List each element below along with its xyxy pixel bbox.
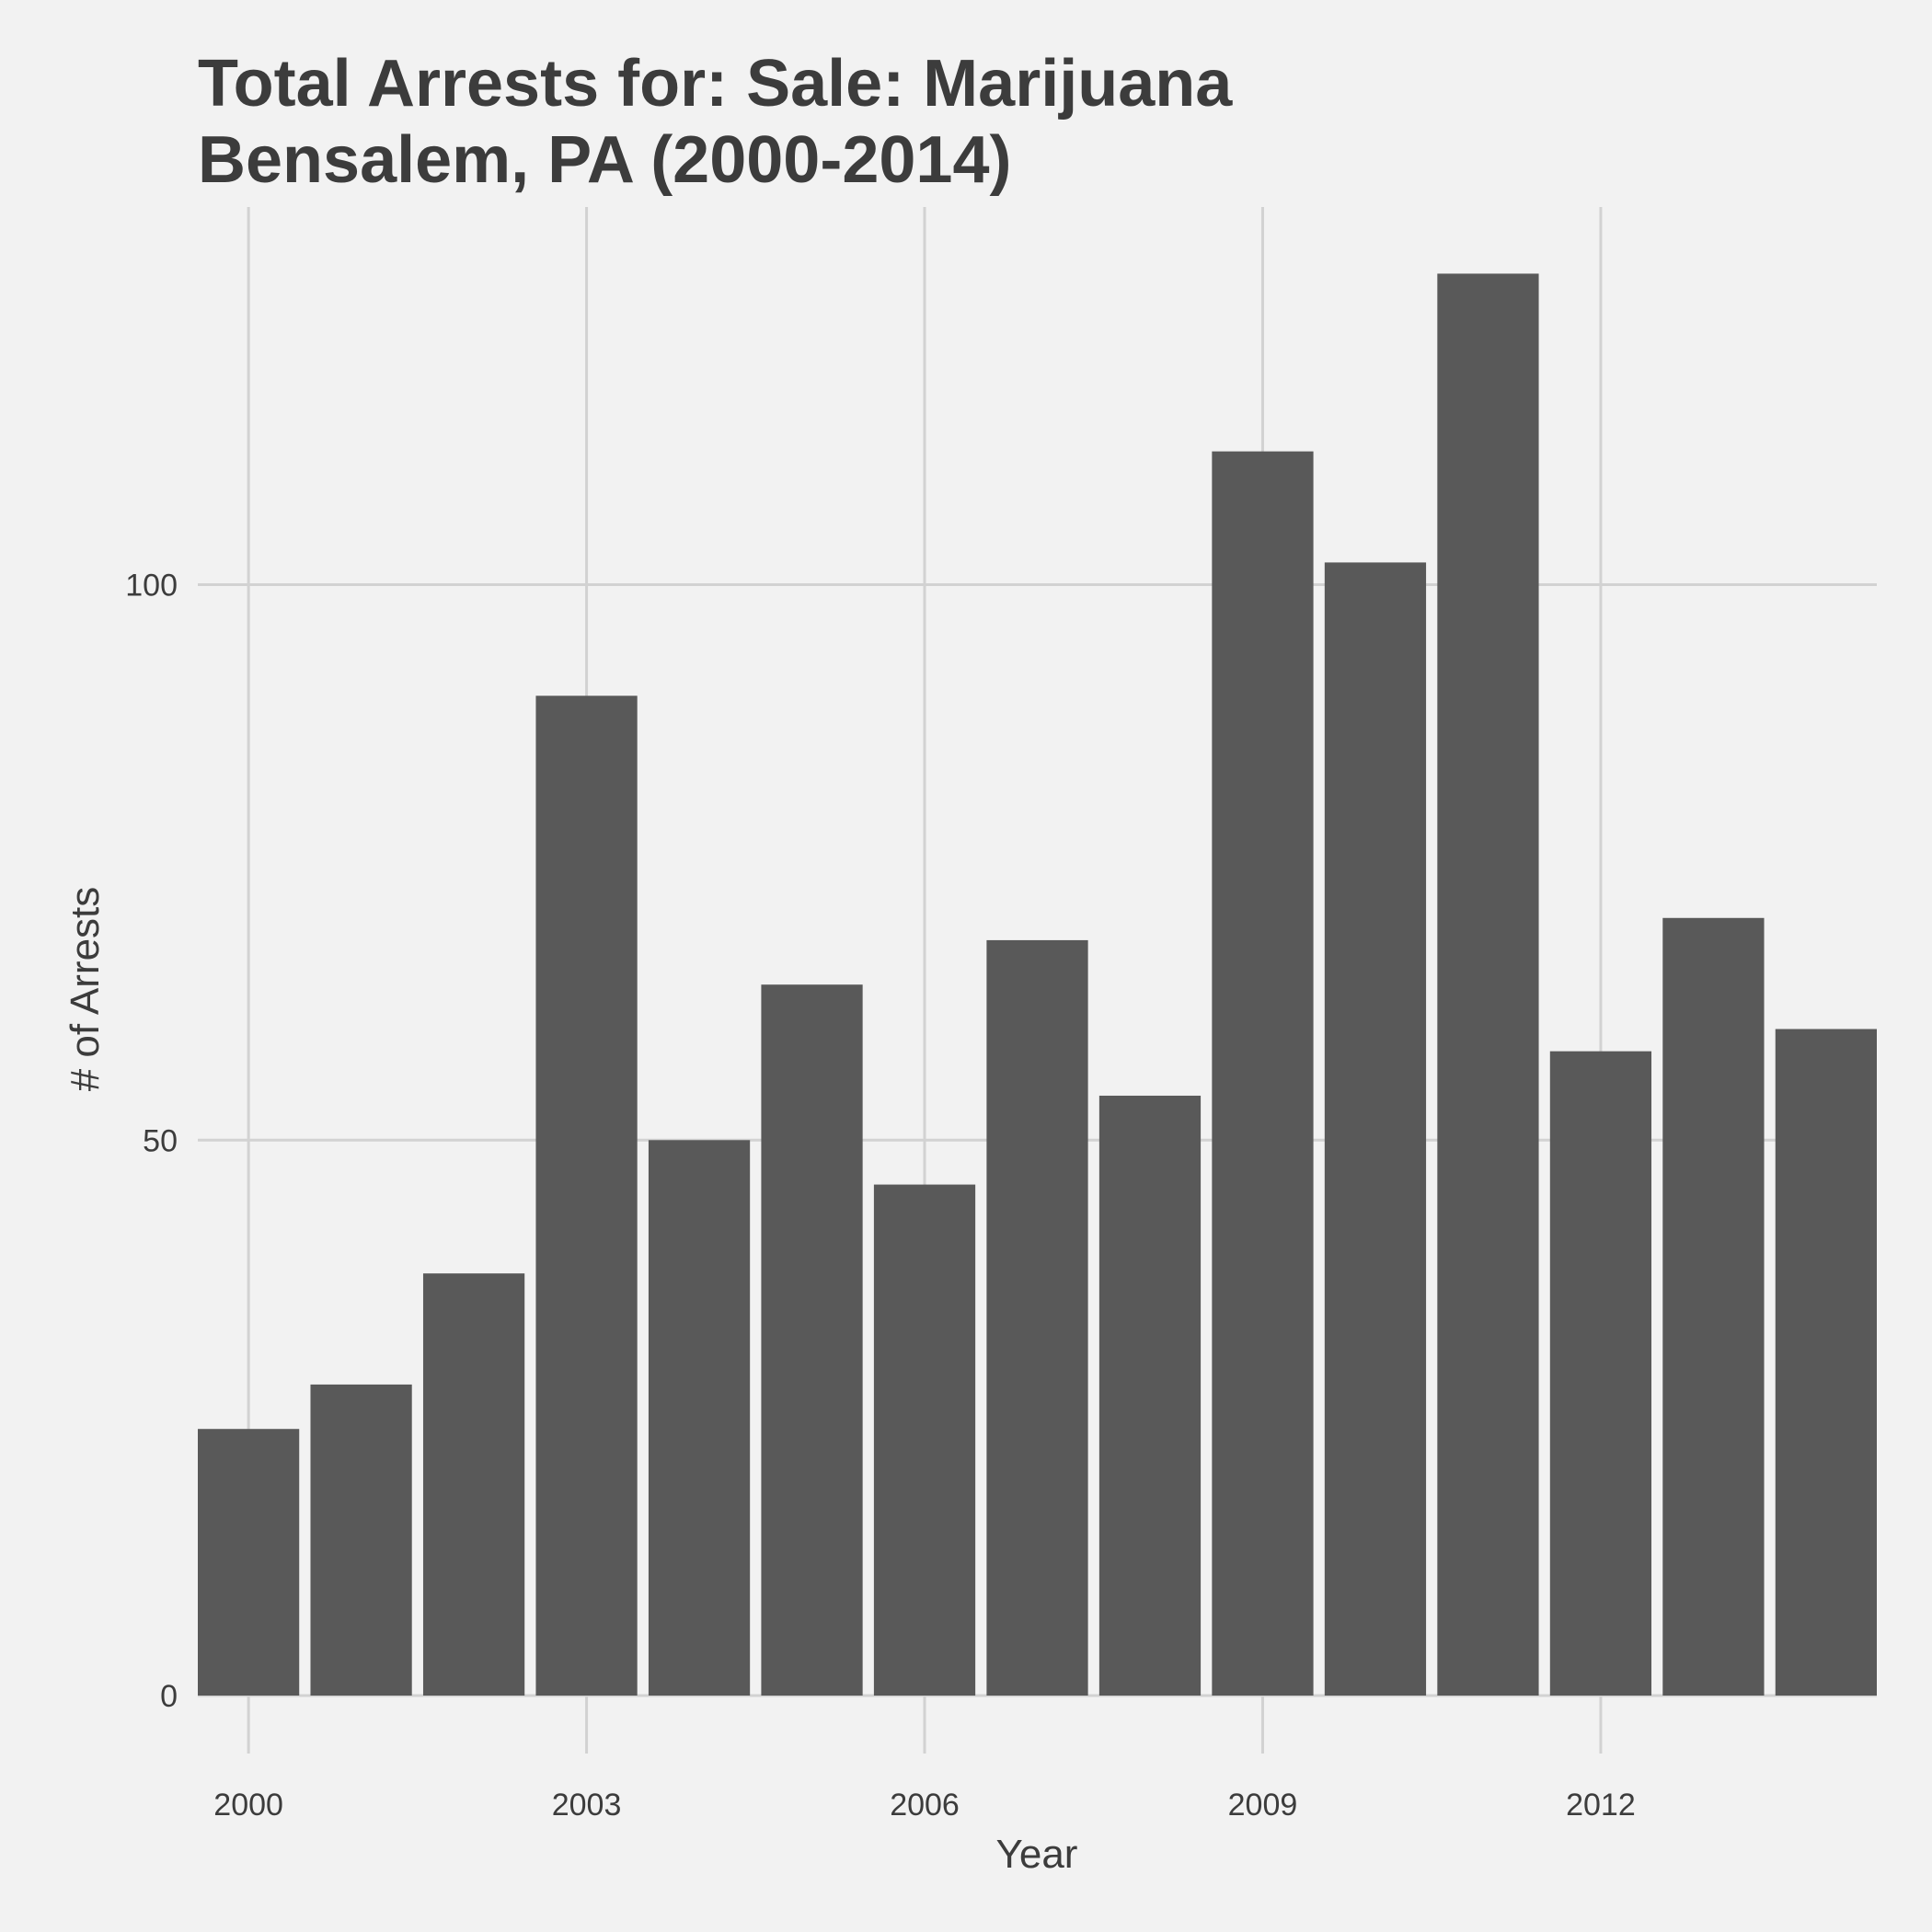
chart-title-line-1: Total Arrests for: Sale: Marijuana — [198, 47, 1233, 121]
bar-2011 — [1437, 273, 1539, 1696]
bar-2005 — [761, 984, 863, 1696]
bar-2014 — [1775, 1029, 1877, 1696]
bar-2003 — [535, 696, 638, 1696]
x-tick-label-2003: 2003 — [552, 1788, 622, 1823]
bar-2006 — [873, 1184, 976, 1696]
bar-2012 — [1549, 1051, 1652, 1696]
y-tick-label-0: 0 — [160, 1679, 178, 1714]
x-tick-label-2012: 2012 — [1566, 1788, 1636, 1823]
x-tick-label-2000: 2000 — [213, 1788, 283, 1823]
y-tick-label-50: 50 — [143, 1123, 178, 1158]
x-tick-label-2009: 2009 — [1228, 1788, 1298, 1823]
y-axis-label: # of Arrests — [63, 887, 108, 1092]
bar-2008 — [1098, 1095, 1202, 1696]
chart-title-line-2: Bensalem, PA (2000-2014) — [198, 123, 1011, 197]
x-axis-ticks: 2000 2003 2006 2009 2012 — [213, 1788, 1635, 1823]
bars — [198, 273, 1877, 1696]
bar-2004 — [648, 1140, 751, 1696]
bar-2002 — [422, 1273, 525, 1696]
bar-2013 — [1662, 917, 1765, 1696]
bar-2009 — [1212, 451, 1314, 1696]
x-tick-label-2006: 2006 — [890, 1788, 960, 1823]
bar-2007 — [986, 939, 1088, 1696]
y-axis-ticks: 0 50 100 — [125, 569, 178, 1714]
bar-2010 — [1324, 562, 1427, 1696]
bar-2001 — [310, 1384, 412, 1696]
y-tick-label-100: 100 — [125, 569, 178, 604]
x-axis-label: Year — [996, 1832, 1078, 1877]
bar-2000 — [198, 1429, 300, 1696]
